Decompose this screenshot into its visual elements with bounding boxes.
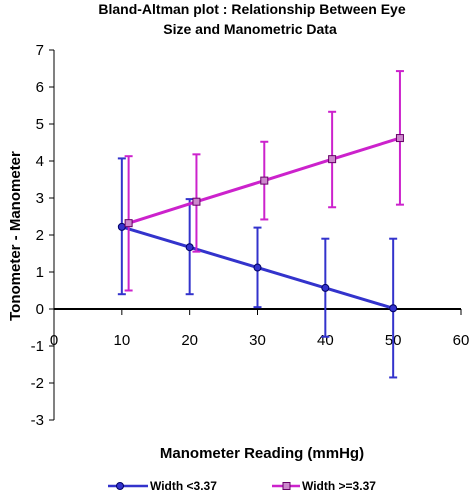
- series-2-point: [395, 134, 404, 143]
- series-1-point: [117, 222, 126, 231]
- y-tick-label: -1: [31, 338, 44, 355]
- x-tick-label: 60: [453, 332, 470, 349]
- x-tick-label: 10: [113, 332, 130, 349]
- x-tick-label: 40: [317, 332, 334, 349]
- series-2-point: [192, 197, 201, 206]
- series-2-point: [328, 155, 337, 164]
- legend-marker-series-2: [282, 482, 291, 490]
- series-2-point: [260, 176, 269, 185]
- x-tick-label: 30: [249, 332, 266, 349]
- series-1-point: [185, 243, 194, 252]
- series-1-point: [253, 263, 262, 272]
- series-1-point: [389, 304, 398, 313]
- x-tick-label: 20: [181, 332, 198, 349]
- chart-title-line1: Bland-Altman plot : Relationship Between…: [98, 1, 405, 17]
- y-tick-label: 3: [36, 190, 44, 207]
- y-tick-label: 5: [36, 116, 44, 133]
- x-tick-label: 0: [50, 332, 58, 349]
- legend-label-series-2: Width >=3.37: [302, 479, 376, 492]
- y-tick-label: 0: [36, 301, 44, 318]
- y-tick-label: 1: [36, 264, 44, 281]
- series-2-point: [124, 219, 133, 228]
- chart-title-line2: Size and Manometric Data: [163, 21, 337, 37]
- legend-item-series-1: Width <3.37: [108, 479, 217, 492]
- y-tick-label: 2: [36, 227, 44, 244]
- y-tick-label: 4: [36, 153, 44, 170]
- legend-item-series-2: Width >=3.37: [272, 479, 376, 492]
- y-axis-label: Tonometer - Manometer: [7, 151, 24, 321]
- legend-marker-series-1: [116, 482, 124, 490]
- y-tick-label: -3: [31, 412, 44, 429]
- y-tick-label: 6: [36, 79, 44, 96]
- legend: Width <3.37 Width >=3.37: [108, 479, 376, 492]
- y-tick-label: 7: [36, 42, 44, 59]
- x-axis-label: Manometer Reading (mmHg): [160, 445, 364, 462]
- y-tick-label: -2: [31, 375, 44, 392]
- series-1-point: [321, 283, 330, 292]
- legend-label-series-1: Width <3.37: [150, 479, 217, 492]
